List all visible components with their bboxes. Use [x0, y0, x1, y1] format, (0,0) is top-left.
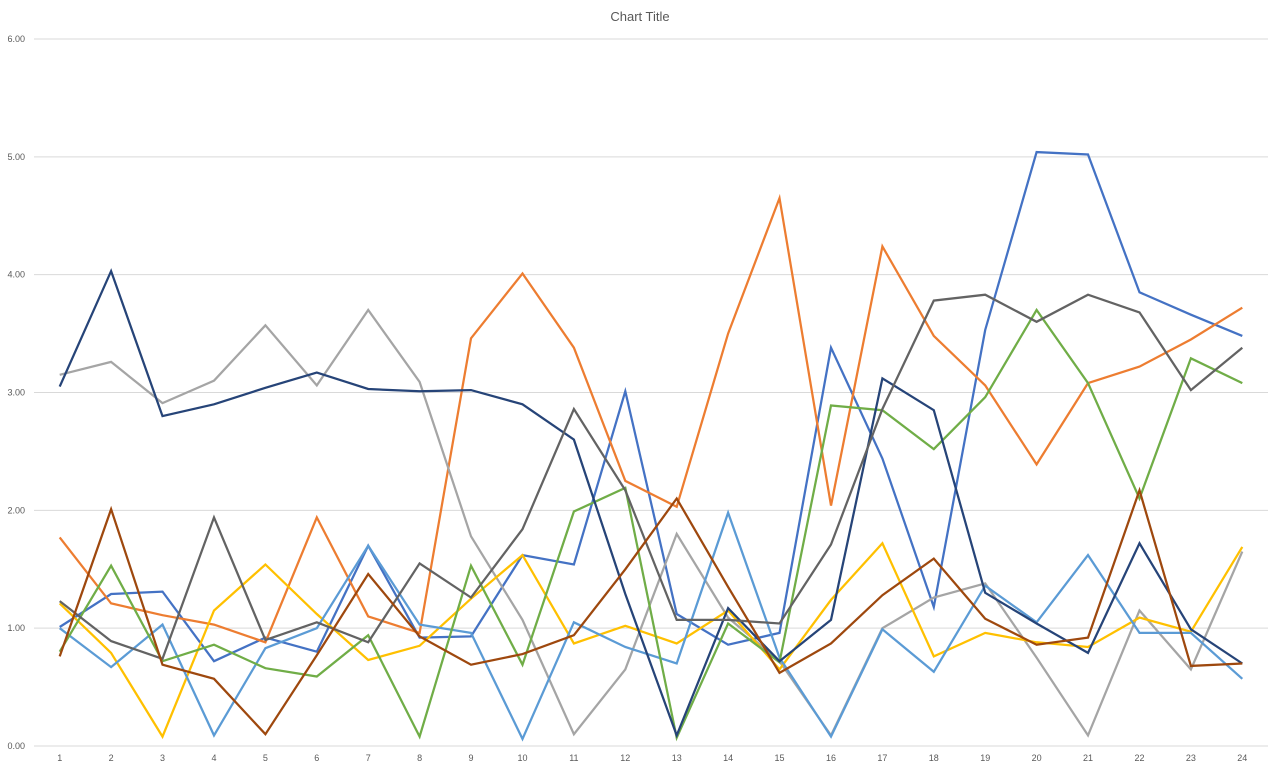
x-tick-label: 24 — [1237, 753, 1247, 763]
x-tick-label: 22 — [1134, 753, 1144, 763]
x-tick-label: 12 — [620, 753, 630, 763]
y-tick-label: 0.00 — [7, 741, 25, 751]
x-tick-label: 9 — [469, 753, 474, 763]
x-tick-label: 6 — [314, 753, 319, 763]
series-line-3 — [59, 308, 1244, 738]
series-line-1 — [59, 150, 1243, 663]
y-tick-label: 1.00 — [7, 623, 25, 633]
x-tick-label: 23 — [1186, 753, 1196, 763]
x-tick-label: 16 — [826, 753, 836, 763]
x-tick-label: 19 — [980, 753, 990, 763]
y-tick-label: 6.00 — [7, 34, 25, 44]
y-tick-label: 5.00 — [7, 152, 25, 162]
y-tick-label: 4.00 — [7, 270, 25, 280]
series-line-6 — [58, 307, 1243, 742]
x-tick-label: 5 — [263, 753, 268, 763]
x-tick-label: 13 — [672, 753, 682, 763]
series-lines — [58, 150, 1244, 742]
y-tick-label: 2.00 — [7, 505, 25, 515]
x-tick-label: 14 — [723, 753, 733, 763]
x-tick-label: 18 — [929, 753, 939, 763]
series-line-5 — [59, 509, 1244, 742]
gridlines — [34, 38, 1268, 747]
series-line-2 — [58, 193, 1243, 644]
x-tick-label: 8 — [417, 753, 422, 763]
series-line-9 — [58, 486, 1243, 737]
series-line-8 — [59, 293, 1244, 661]
y-tick-label: 3.00 — [7, 388, 25, 398]
series-line-7 — [58, 268, 1243, 739]
chart-title: Chart Title — [610, 9, 670, 24]
x-tick-label: 10 — [517, 753, 527, 763]
x-tick-label: 21 — [1083, 753, 1093, 763]
x-tick-label: 15 — [775, 753, 785, 763]
x-tick-label: 7 — [366, 753, 371, 763]
x-tick-label: 1 — [57, 753, 62, 763]
x-tick-label: 11 — [569, 753, 578, 763]
x-tick-label: 2 — [109, 753, 114, 763]
x-tick-label: 17 — [877, 753, 887, 763]
x-axis-ticks: 1 2 3 4 5 6 7 8 9 10 11 12 13 14 15 16 17 18 19 20 21 22 23 24 — [57, 753, 1247, 763]
y-axis-ticks: 0.00 1.00 2.00 3.00 4.00 5.00 6.00 — [7, 34, 25, 751]
x-tick-label: 20 — [1032, 753, 1042, 763]
x-tick-label: 3 — [160, 753, 165, 763]
x-tick-label: 4 — [211, 753, 216, 763]
